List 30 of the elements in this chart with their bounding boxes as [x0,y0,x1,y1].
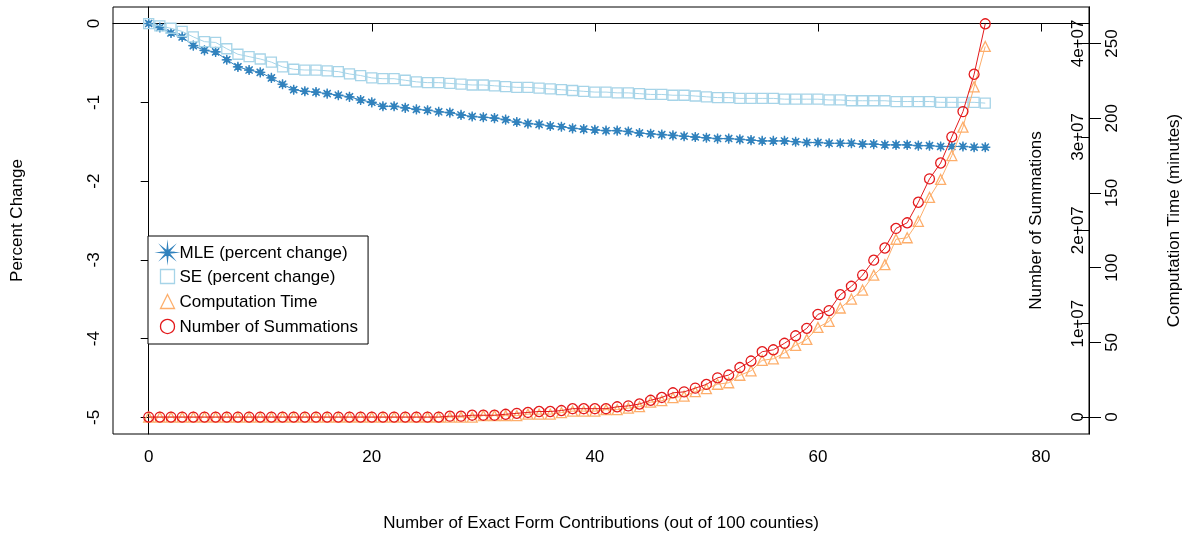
y2-tick-label: 4e+07 [1067,19,1087,68]
x-tick-label: 20 [362,447,382,466]
y3-tick-label: 250 [1101,29,1121,58]
y-tick-label: -4 [83,331,103,347]
x-tick-label: 60 [808,447,828,466]
y2-tick-label: 0 [1067,412,1087,422]
y3-tick-label: 200 [1101,104,1121,133]
y3-tick-label: 0 [1101,412,1121,422]
x-axis-title: Number of Exact Form Contributions (out of 100 counties) [383,513,819,532]
y3-tick-label: 150 [1101,178,1121,208]
y-tick-label: -5 [83,409,103,426]
legend-label: MLE (percent change) [179,243,348,262]
y3-axis-title: Computation Time (minutes) [1164,113,1183,328]
x-tick-label: 40 [585,447,605,466]
y2-tick-label: 2e+07 [1067,206,1087,255]
y3-tick-label: 50 [1101,332,1121,352]
legend-label: Computation Time [179,292,318,311]
y-tick-label: -2 [83,173,103,189]
legend-label: SE (percent change) [179,267,336,286]
y2-axis-title: Number of Summations [1026,131,1045,310]
x-tick-label: 0 [143,447,154,466]
y2-tick-label: 3e+07 [1067,112,1087,161]
y2-tick-label: 1e+07 [1067,299,1087,348]
legend-label: Number of Summations [179,317,359,336]
x-tick-label: 80 [1031,447,1051,466]
y3-tick-label: 100 [1101,253,1121,282]
y-tick-label: -1 [83,94,103,110]
y-tick-label: -3 [83,252,103,268]
y-tick-label: 0 [83,18,103,29]
y-axis-title: Percent Change [7,159,26,282]
